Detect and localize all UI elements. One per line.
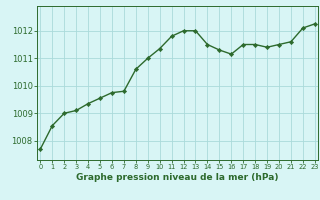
X-axis label: Graphe pression niveau de la mer (hPa): Graphe pression niveau de la mer (hPa) — [76, 173, 279, 182]
